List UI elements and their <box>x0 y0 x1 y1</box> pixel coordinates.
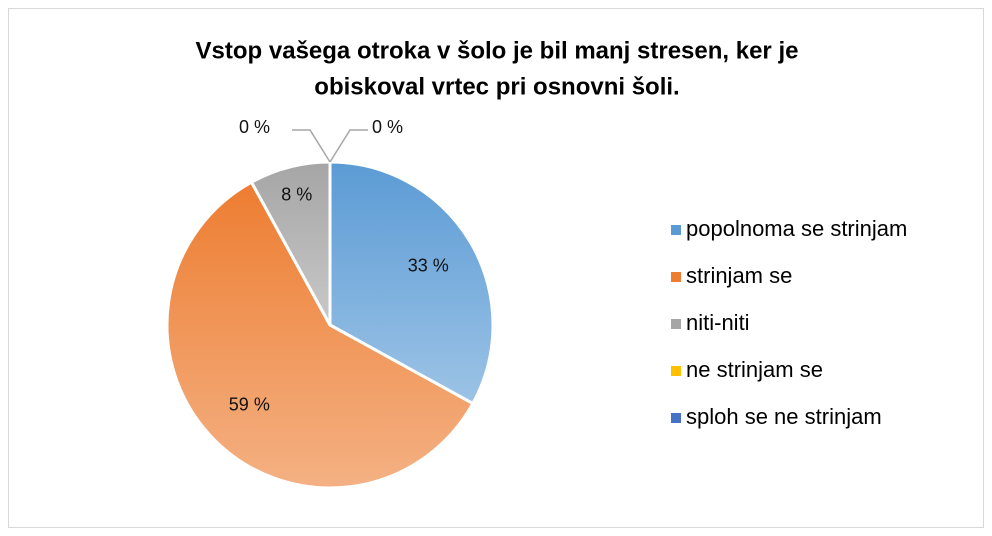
legend-swatch <box>671 272 681 282</box>
chart-title: obiskoval vrtec pri osnovni šoli. <box>314 73 679 100</box>
chart-border <box>8 8 984 528</box>
pie-slice <box>165 180 475 490</box>
legend-label: niti-niti <box>686 310 750 335</box>
data-label: 33 % <box>408 256 449 276</box>
data-label: 59 % <box>229 394 270 414</box>
legend-label: popolnoma se strinjam <box>686 216 907 241</box>
leader-line <box>292 129 331 163</box>
chart-title: Vstop vašega otroka v šolo je bil manj s… <box>196 37 799 64</box>
data-label: 0 % <box>239 117 270 137</box>
legend-swatch <box>671 366 681 376</box>
data-label: 0 % <box>372 117 403 137</box>
legend-swatch <box>671 225 681 235</box>
data-label: 8 % <box>281 184 312 204</box>
legend-label: strinjam se <box>686 263 792 288</box>
pie-slice <box>328 160 495 406</box>
legend-swatch <box>671 413 681 423</box>
leader-line <box>329 129 368 163</box>
legend-swatch <box>671 319 681 329</box>
legend-label: sploh se ne strinjam <box>686 404 882 429</box>
legend-label: ne strinjam se <box>686 357 823 382</box>
